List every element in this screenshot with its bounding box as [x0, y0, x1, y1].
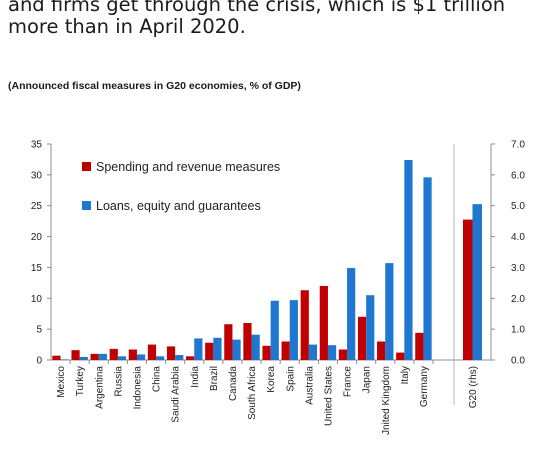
y-tick-label: 5 — [36, 325, 42, 336]
bar-loans — [117, 356, 127, 360]
x-tick-label: Canada — [228, 366, 239, 401]
bar-loans — [251, 334, 260, 360]
x-tick-label: Germany — [419, 366, 430, 407]
x-tick-label: South Africa — [247, 366, 258, 420]
y2-tick-label: 4.0 — [511, 232, 525, 243]
y-tick-label: 20 — [31, 232, 43, 243]
bar-spending — [396, 352, 405, 360]
bar-loans — [136, 354, 146, 360]
x-tick-label: Saudi Arabia — [171, 366, 182, 423]
bar-loans — [213, 337, 222, 360]
x-tick-label: China — [152, 366, 163, 393]
bar-spending — [243, 322, 252, 360]
x-tick-label: Mexico — [56, 366, 67, 398]
y2-tick-label: 7.0 — [511, 140, 525, 151]
bar-spending — [281, 341, 290, 360]
bar-spending — [90, 353, 99, 360]
y2-tick-label: 5.0 — [511, 201, 525, 212]
bar-loans — [232, 339, 241, 360]
bar-spending — [224, 324, 233, 360]
bar-spending — [357, 316, 367, 360]
bar-loans — [327, 345, 337, 360]
bar-loans — [308, 344, 318, 360]
x-tick-label: India — [190, 366, 201, 388]
bar-loans — [98, 353, 107, 360]
x-tick-label: Indonesia — [132, 366, 143, 410]
y-tick-label: 15 — [31, 263, 43, 274]
bar-spending — [128, 349, 137, 360]
headline: and firms get through the crisis, which … — [8, 0, 538, 38]
legend-label: Spending and revenue measures — [96, 160, 280, 174]
bar-loans — [385, 263, 394, 360]
x-tick-label: Brazil — [209, 366, 220, 391]
bar-spending — [205, 342, 214, 360]
headline-line-1: and firms get through the crisis, which … — [8, 0, 506, 16]
bar-loans — [472, 204, 482, 360]
bar-loans — [289, 300, 298, 360]
x-tick-label: Turkey — [75, 366, 86, 396]
bar-spending — [300, 290, 309, 360]
y2-tick-label: 2.0 — [511, 294, 525, 305]
x-tick-label: Spain — [285, 366, 296, 392]
bar-loans — [366, 295, 375, 360]
bar-spending — [166, 346, 176, 360]
x-tick-label: Russia — [113, 366, 124, 397]
bar-loans — [175, 355, 184, 360]
bar-spending — [463, 219, 473, 360]
legend-swatch — [82, 162, 91, 171]
bar-loans — [156, 356, 165, 360]
bar-spending — [109, 348, 118, 360]
y2-tick-label: 0.0 — [511, 356, 525, 367]
bar-spending — [415, 332, 424, 360]
y-tick-label: 10 — [31, 294, 43, 305]
bar-spending — [338, 349, 348, 360]
x-tick-label: Korea — [266, 366, 277, 393]
bar-loans — [404, 160, 413, 360]
bar-loans — [60, 359, 69, 360]
bar-spending — [377, 341, 386, 360]
x-tick-label: Jnited Kingdom — [381, 366, 392, 435]
y2-tick-label: 3.0 — [511, 263, 525, 274]
bar-loans — [194, 338, 203, 360]
y-tick-label: 0 — [36, 356, 42, 367]
bar-spending — [52, 355, 61, 360]
x-tick-label: G20 (rhs) — [468, 366, 479, 408]
y-tick-label: 25 — [31, 201, 43, 212]
x-tick-label: France — [343, 366, 354, 398]
bar-spending — [186, 356, 195, 360]
bar-loans — [270, 300, 279, 360]
chart-title: (Announced fiscal measures in G20 econom… — [8, 80, 301, 92]
headline-line-2: more than in April 2020. — [8, 15, 246, 38]
legend-label: Loans, equity and guarantees — [96, 199, 261, 213]
x-tick-label: Argentina — [94, 366, 105, 409]
bar-loans — [347, 268, 356, 360]
bar-spending — [147, 344, 157, 360]
bar-spending — [262, 345, 271, 360]
bar-spending — [319, 285, 328, 360]
y2-tick-label: 6.0 — [511, 170, 525, 181]
bar-spending — [71, 350, 80, 360]
y2-tick-label: 1.0 — [511, 325, 525, 336]
x-tick-label: Australia — [304, 366, 315, 405]
x-tick-label: Italy — [400, 366, 411, 384]
y-tick-label: 30 — [31, 170, 43, 181]
y-tick-label: 35 — [31, 140, 43, 151]
bar-loans — [79, 356, 88, 360]
x-tick-label: United States — [323, 366, 334, 426]
bar-loans — [423, 177, 432, 360]
legend-swatch — [82, 201, 91, 210]
x-tick-label: Japan — [362, 366, 373, 393]
